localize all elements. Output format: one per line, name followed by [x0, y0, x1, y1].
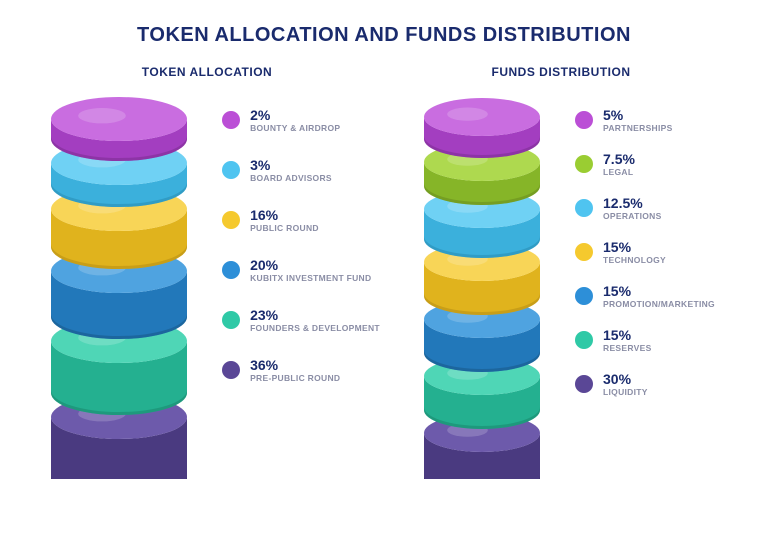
token-legend-item: 23%FOUNDERS & DEVELOPMENT — [222, 307, 380, 333]
funds-legend-item: 15%PROMOTION/MARKETING — [575, 283, 715, 309]
legend-text: 3%BOARD ADVISORS — [250, 157, 332, 183]
legend-swatch — [575, 287, 593, 305]
legend-text: 15%PROMOTION/MARKETING — [603, 283, 715, 309]
token-allocation-cylinder — [34, 89, 204, 479]
legend-swatch — [575, 199, 593, 217]
legend-swatch — [575, 331, 593, 349]
legend-text: 16%PUBLIC ROUND — [250, 207, 319, 233]
funds-legend-item: 12.5%OPERATIONS — [575, 195, 715, 221]
legend-swatch — [222, 261, 240, 279]
funds-distribution-column: FUNDS DISTRIBUTION 5%PARTNERSHIPS 7.5%LEG… — [384, 65, 738, 479]
legend-text: 15%RESERVES — [603, 327, 652, 353]
funds-distribution-chart-row: 5%PARTNERSHIPS 7.5%LEGAL 12.5%OPERATIONS 15… — [407, 89, 715, 479]
legend-percent: 3% — [250, 157, 332, 173]
legend-swatch — [575, 375, 593, 393]
legend-text: 36%PRE-PUBLIC ROUND — [250, 357, 340, 383]
legend-swatch — [222, 211, 240, 229]
legend-label: PROMOTION/MARKETING — [603, 299, 715, 309]
funds-legend-item: 5%PARTNERSHIPS — [575, 107, 715, 133]
legend-percent: 36% — [250, 357, 340, 373]
funds-legend-item: 15%RESERVES — [575, 327, 715, 353]
legend-label: BOARD ADVISORS — [250, 173, 332, 183]
legend-label: KUBITX INVESTMENT FUND — [250, 273, 371, 283]
legend-text: 30%LIQUIDITY — [603, 371, 648, 397]
legend-swatch — [222, 311, 240, 329]
legend-label: TECHNOLOGY — [603, 255, 666, 265]
token-allocation-chart-row: 2%BOUNTY & AIRDROP 3%BOARD ADVISORS 16%PUB… — [34, 89, 380, 479]
legend-text: 7.5%LEGAL — [603, 151, 635, 177]
legend-label: BOUNTY & AIRDROP — [250, 123, 340, 133]
legend-label: PUBLIC ROUND — [250, 223, 319, 233]
legend-label: OPERATIONS — [603, 211, 662, 221]
funds-distribution-cylinder — [407, 89, 557, 479]
legend-percent: 20% — [250, 257, 371, 273]
legend-label: FOUNDERS & DEVELOPMENT — [250, 323, 380, 333]
legend-label: LIQUIDITY — [603, 387, 648, 397]
legend-percent: 12.5% — [603, 195, 662, 211]
token-legend-item: 16%PUBLIC ROUND — [222, 207, 380, 233]
legend-swatch — [575, 111, 593, 129]
token-legend-item: 2%BOUNTY & AIRDROP — [222, 107, 380, 133]
legend-text: 12.5%OPERATIONS — [603, 195, 662, 221]
funds-legend-item: 30%LIQUIDITY — [575, 371, 715, 397]
legend-text: 2%BOUNTY & AIRDROP — [250, 107, 340, 133]
legend-percent: 7.5% — [603, 151, 635, 167]
columns-container: TOKEN ALLOCATION 2%BOUNTY & AIRDROP 3%BOA… — [0, 65, 768, 479]
legend-label: PARTNERSHIPS — [603, 123, 673, 133]
legend-swatch — [575, 243, 593, 261]
legend-percent: 23% — [250, 307, 380, 323]
legend-label: LEGAL — [603, 167, 635, 177]
main-title: TOKEN ALLOCATION AND FUNDS DISTRIBUTION — [0, 0, 768, 65]
legend-percent: 2% — [250, 107, 340, 123]
legend-swatch — [575, 155, 593, 173]
token-legend-item: 36%PRE-PUBLIC ROUND — [222, 357, 380, 383]
legend-swatch — [222, 361, 240, 379]
token-allocation-legend: 2%BOUNTY & AIRDROP 3%BOARD ADVISORS 16%PUB… — [222, 89, 380, 383]
legend-percent: 15% — [603, 239, 666, 255]
funds-distribution-subtitle: FUNDS DISTRIBUTION — [492, 65, 631, 79]
legend-percent: 30% — [603, 371, 648, 387]
legend-label: RESERVES — [603, 343, 652, 353]
funds-distribution-legend: 5%PARTNERSHIPS 7.5%LEGAL 12.5%OPERATIONS 15… — [575, 89, 715, 397]
funds-legend-item: 15%TECHNOLOGY — [575, 239, 715, 265]
legend-label: PRE-PUBLIC ROUND — [250, 373, 340, 383]
funds-legend-item: 7.5%LEGAL — [575, 151, 715, 177]
legend-percent: 16% — [250, 207, 319, 223]
legend-text: 20%KUBITX INVESTMENT FUND — [250, 257, 371, 283]
legend-percent: 5% — [603, 107, 673, 123]
legend-text: 23%FOUNDERS & DEVELOPMENT — [250, 307, 380, 333]
token-legend-item: 20%KUBITX INVESTMENT FUND — [222, 257, 380, 283]
legend-text: 15%TECHNOLOGY — [603, 239, 666, 265]
legend-text: 5%PARTNERSHIPS — [603, 107, 673, 133]
token-legend-item: 3%BOARD ADVISORS — [222, 157, 380, 183]
legend-percent: 15% — [603, 283, 715, 299]
token-allocation-subtitle: TOKEN ALLOCATION — [142, 65, 272, 79]
legend-percent: 15% — [603, 327, 652, 343]
token-allocation-column: TOKEN ALLOCATION 2%BOUNTY & AIRDROP 3%BOA… — [30, 65, 384, 479]
legend-swatch — [222, 161, 240, 179]
legend-swatch — [222, 111, 240, 129]
